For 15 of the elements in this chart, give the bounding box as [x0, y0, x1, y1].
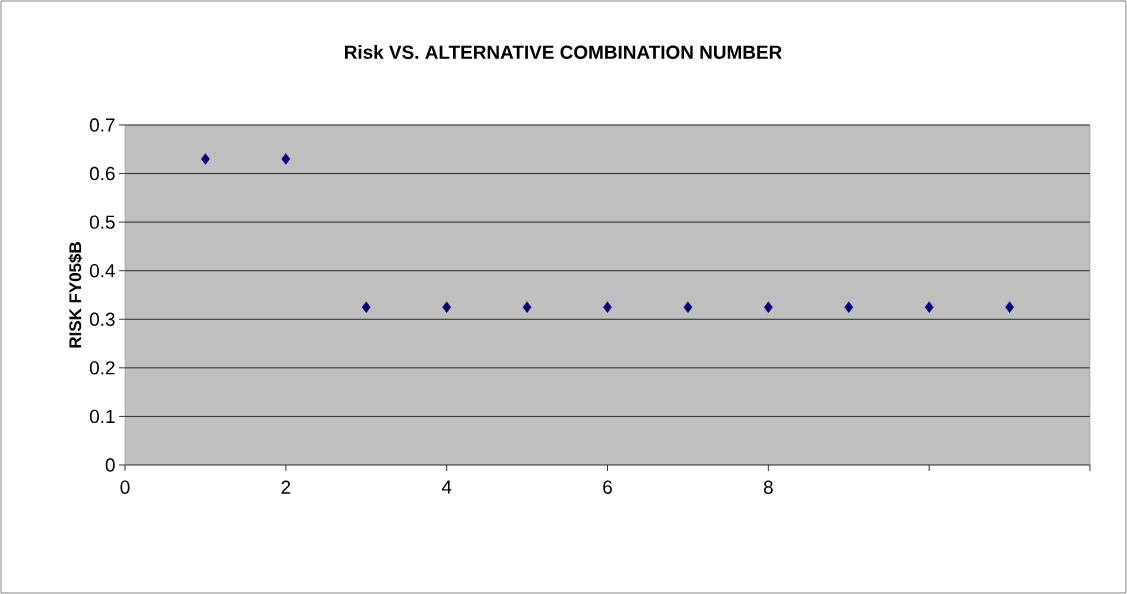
y-axis-title: RISK FY05$B	[68, 242, 83, 348]
x-tick-label: 2	[281, 480, 291, 494]
chart-title: Risk VS. ALTERNATIVE COMBINATION NUMBER	[345, 45, 782, 59]
x-tick-label: 8	[763, 480, 773, 494]
y-tick-label: 0.5	[89, 215, 115, 229]
y-tick-label: 0.6	[89, 166, 115, 181]
y-tick-label: 0	[105, 458, 115, 472]
y-tick-label: 0.3	[89, 312, 115, 326]
x-tick-label: 0	[120, 480, 130, 494]
x-tick-label: 6	[603, 480, 612, 494]
y-tick-label: 0.2	[89, 361, 115, 375]
y-tick-label: 0.1	[89, 409, 115, 424]
x-tick-label: 4	[441, 480, 452, 494]
y-tick-label: 0.7	[89, 118, 115, 132]
y-tick-label: 0.4	[89, 264, 115, 278]
